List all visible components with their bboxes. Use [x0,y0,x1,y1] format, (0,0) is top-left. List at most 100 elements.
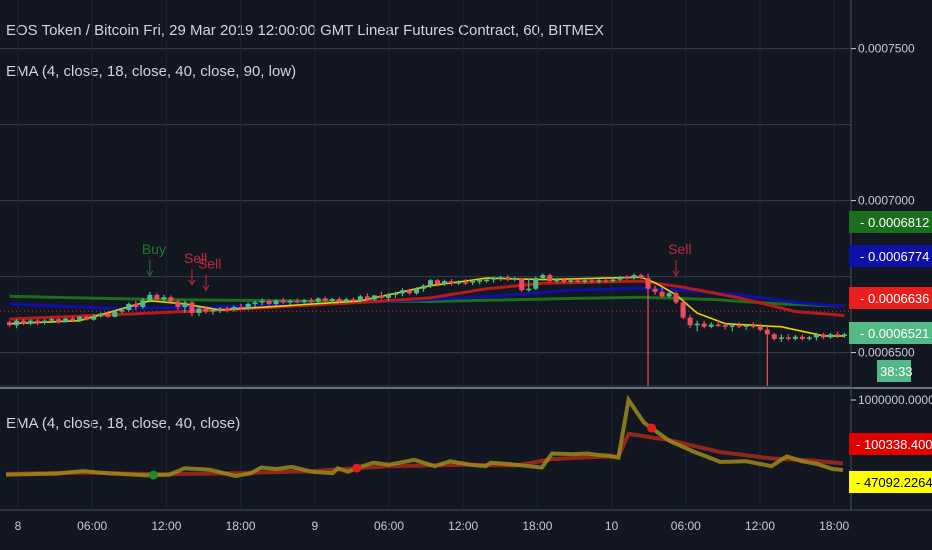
candle-body[interactable] [806,337,812,339]
candle-body[interactable] [315,298,321,302]
candle-body[interactable] [231,306,237,311]
candle-body[interactable] [526,288,532,291]
candle-body[interactable] [610,279,616,282]
sub-indicator-legend[interactable]: EMA (4, close, 18, close, 40, close) [6,415,241,432]
candle-body[interactable] [224,308,230,311]
candle-body[interactable] [49,319,55,321]
candle-body[interactable] [245,303,251,309]
candle-body[interactable] [154,294,160,300]
candle-body[interactable] [287,300,293,303]
candle-body[interactable] [420,285,427,289]
candle-body[interactable] [371,295,377,300]
candle-body[interactable] [582,280,588,283]
candle-body[interactable] [210,310,216,312]
candle-body[interactable] [561,279,567,282]
candle-body[interactable] [427,280,434,286]
candle-body[interactable] [189,302,195,314]
candle-body[interactable] [533,278,539,289]
candle-body[interactable] [329,299,335,301]
candle-body[interactable] [442,281,448,285]
candle-body[interactable] [13,320,20,326]
candle-body[interactable] [575,280,581,283]
candle-body[interactable] [666,293,672,297]
candle-body[interactable] [827,334,833,338]
candle-body[interactable] [799,336,805,339]
candle-body[interactable] [119,310,125,312]
candle-body[interactable] [413,288,420,294]
candle-body[interactable] [778,337,784,339]
candle-body[interactable] [378,295,384,298]
candle-body[interactable] [175,301,181,307]
candle-body[interactable] [659,291,665,297]
candle-body[interactable] [736,325,742,327]
candle-body[interactable] [406,290,412,294]
candle-body[interactable] [56,319,62,323]
candle-body[interactable] [35,320,41,323]
candle-body[interactable] [105,313,111,317]
candle-body[interactable] [161,297,167,300]
candle-body[interactable] [126,303,132,311]
candle-body[interactable] [673,293,679,303]
candle-body[interactable] [463,282,469,284]
candle-body[interactable] [764,329,770,335]
candle-body[interactable] [722,325,728,327]
candle-body[interactable] [364,296,370,300]
candle-body[interactable] [147,294,153,301]
candle-body[interactable] [652,288,658,292]
candle-body[interactable] [392,293,398,295]
candle-body[interactable] [84,316,90,320]
candle-body[interactable] [680,302,686,318]
candle-body[interactable] [841,334,848,336]
candle-body[interactable] [547,275,553,282]
candle-body[interactable] [28,320,34,324]
candle-body[interactable] [70,318,76,321]
candle-body[interactable] [512,278,518,280]
candle-body[interactable] [217,308,223,311]
main-indicator-legend[interactable]: EMA (4, close, 18, close, 40, close, 90,… [6,63,297,80]
candle-body[interactable] [294,300,300,303]
candle-body[interactable] [785,337,791,339]
candle-body[interactable] [519,278,525,291]
candle-body[interactable] [638,275,644,279]
candle-body[interactable] [771,334,777,339]
candle-body[interactable] [491,278,497,280]
candle-body[interactable] [238,306,244,309]
candle-body[interactable] [834,334,841,336]
candle-body[interactable] [820,334,826,338]
candle-body[interactable] [133,303,139,307]
candle-body[interactable] [301,300,307,302]
candle-body[interactable] [554,279,560,282]
candle-body[interactable] [343,299,349,302]
candle-body[interactable] [729,325,735,327]
candle-body[interactable] [757,326,763,330]
candle-body[interactable] [266,300,272,304]
candle-body[interactable] [252,302,258,304]
candle-body[interactable] [603,280,609,282]
candle-body[interactable] [350,299,356,301]
candle-body[interactable] [140,300,146,307]
candle-body[interactable] [322,298,328,301]
candle-body[interactable] [456,282,462,284]
candle-body[interactable] [505,277,511,280]
candle-body[interactable] [449,281,455,284]
candle-body[interactable] [624,277,630,279]
candle-body[interactable] [385,294,391,298]
candle-body[interactable] [750,325,756,327]
candle-body[interactable] [470,281,476,283]
candle-body[interactable] [308,300,314,302]
candle-body[interactable] [336,299,342,302]
candle-body[interactable] [203,308,209,312]
candle-body[interactable] [434,280,441,285]
candle-body[interactable] [182,302,188,307]
candle-body[interactable] [708,324,714,327]
candle-body[interactable] [399,290,405,294]
candle-body[interactable] [484,279,490,282]
candle-body[interactable] [77,316,83,321]
candle-body[interactable] [589,280,595,282]
candle-body[interactable] [813,334,819,338]
candle-body[interactable] [196,308,202,314]
candle-body[interactable] [91,316,97,320]
candle-body[interactable] [21,320,27,324]
candle-body[interactable] [687,317,693,326]
